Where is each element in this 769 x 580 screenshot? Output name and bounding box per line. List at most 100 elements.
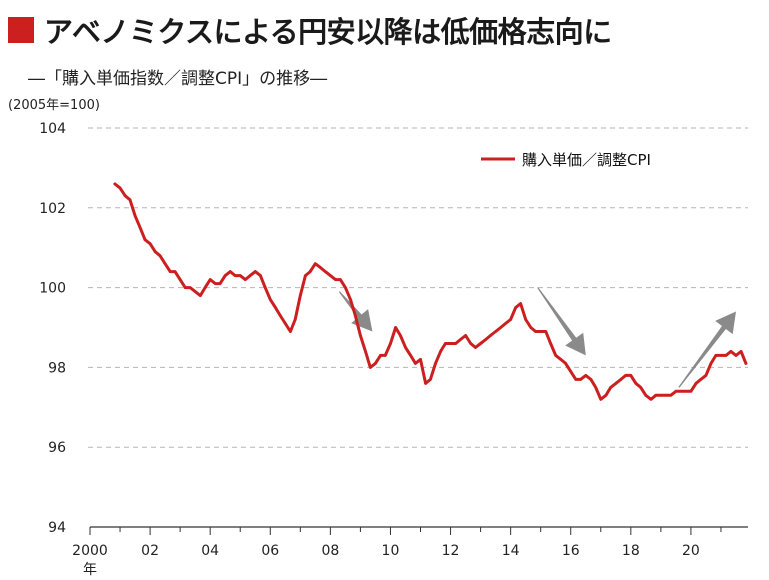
data-point [254, 270, 257, 273]
data-point [519, 302, 522, 305]
data-point [569, 370, 572, 373]
series-layer [113, 182, 748, 401]
data-point [414, 362, 417, 365]
data-point [214, 282, 217, 285]
data-point [449, 342, 452, 345]
data-point [734, 354, 738, 357]
data-point [349, 298, 352, 301]
legend-label: 購入単価／調整CPI [522, 151, 651, 169]
data-point [654, 394, 658, 397]
data-point [404, 346, 407, 349]
x-tick-label: 12 [442, 543, 460, 559]
data-point [399, 334, 402, 337]
data-point [334, 278, 337, 281]
x-tick-label: 20 [682, 543, 700, 559]
y-tick-label: 102 [39, 201, 66, 217]
data-point [589, 378, 593, 381]
data-point [284, 322, 287, 325]
data-point [669, 394, 673, 397]
data-point [599, 398, 603, 401]
trend-arrow-down [338, 291, 373, 332]
data-point [299, 294, 302, 297]
data-point [474, 346, 477, 349]
x-tick-label: 10 [382, 543, 400, 559]
data-point [594, 386, 597, 389]
data-point [354, 314, 357, 317]
data-point [289, 330, 292, 333]
data-point [554, 354, 557, 357]
data-point [274, 306, 277, 309]
data-point [704, 374, 708, 377]
data-point [559, 358, 563, 361]
data-point [409, 354, 412, 357]
data-point [729, 350, 733, 353]
data-point [153, 250, 157, 253]
data-point [694, 382, 698, 385]
data-point [444, 342, 447, 345]
data-point [489, 334, 492, 337]
data-point [123, 194, 127, 198]
data-point [514, 306, 517, 309]
y-axis-ticks: 94 96 98 100 102 104 [39, 121, 66, 536]
data-point [229, 270, 232, 273]
data-point [494, 330, 497, 333]
data-point [504, 322, 507, 325]
data-point [649, 398, 653, 401]
data-point [168, 270, 172, 273]
data-point [374, 362, 377, 365]
data-point [614, 382, 618, 385]
x-tick-label: 06 [261, 543, 279, 559]
data-point [113, 182, 117, 186]
data-point [739, 350, 743, 353]
data-point [293, 318, 297, 321]
data-point [469, 342, 473, 345]
data-point [534, 330, 537, 333]
trend-arrow-down [537, 287, 586, 356]
data-point [233, 274, 237, 277]
data-point [133, 214, 137, 218]
unit-label: (2005年=100) [8, 98, 100, 113]
data-point [339, 278, 342, 281]
data-point [344, 286, 347, 289]
title-block: アベノミクスによる円安以降は低価格志向に [8, 10, 612, 50]
data-point [564, 362, 567, 365]
data-point [659, 394, 663, 397]
data-point [314, 262, 317, 266]
data-point [379, 354, 382, 357]
data-point [684, 390, 688, 393]
data-point [624, 374, 627, 377]
y-tick-label: 100 [39, 281, 66, 297]
data-point [689, 390, 693, 393]
data-point [479, 342, 482, 345]
x-tick-label: 04 [201, 543, 219, 559]
data-point [203, 286, 207, 289]
data-point [719, 354, 723, 357]
data-point [208, 278, 212, 281]
x-tick-label: 08 [321, 543, 339, 559]
data-point [324, 270, 327, 273]
data-point [424, 382, 427, 385]
data-point [544, 330, 548, 333]
data-point [464, 334, 467, 337]
data-point [509, 318, 512, 321]
data-point [263, 286, 267, 289]
data-point [429, 378, 432, 381]
data-point [238, 274, 242, 277]
data-point [183, 286, 187, 289]
annotation-arrows [338, 287, 736, 388]
data-point [389, 342, 392, 345]
data-point [639, 386, 642, 389]
data-point [674, 390, 678, 393]
data-point [579, 378, 582, 381]
data-point [524, 318, 527, 321]
data-point [439, 350, 442, 353]
data-point [609, 386, 612, 389]
data-point [679, 390, 683, 393]
data-point [484, 338, 488, 341]
y-tick-label: 104 [39, 121, 66, 137]
data-point [744, 362, 748, 365]
data-point [644, 394, 648, 397]
data-point [143, 238, 147, 241]
data-point [699, 378, 703, 381]
